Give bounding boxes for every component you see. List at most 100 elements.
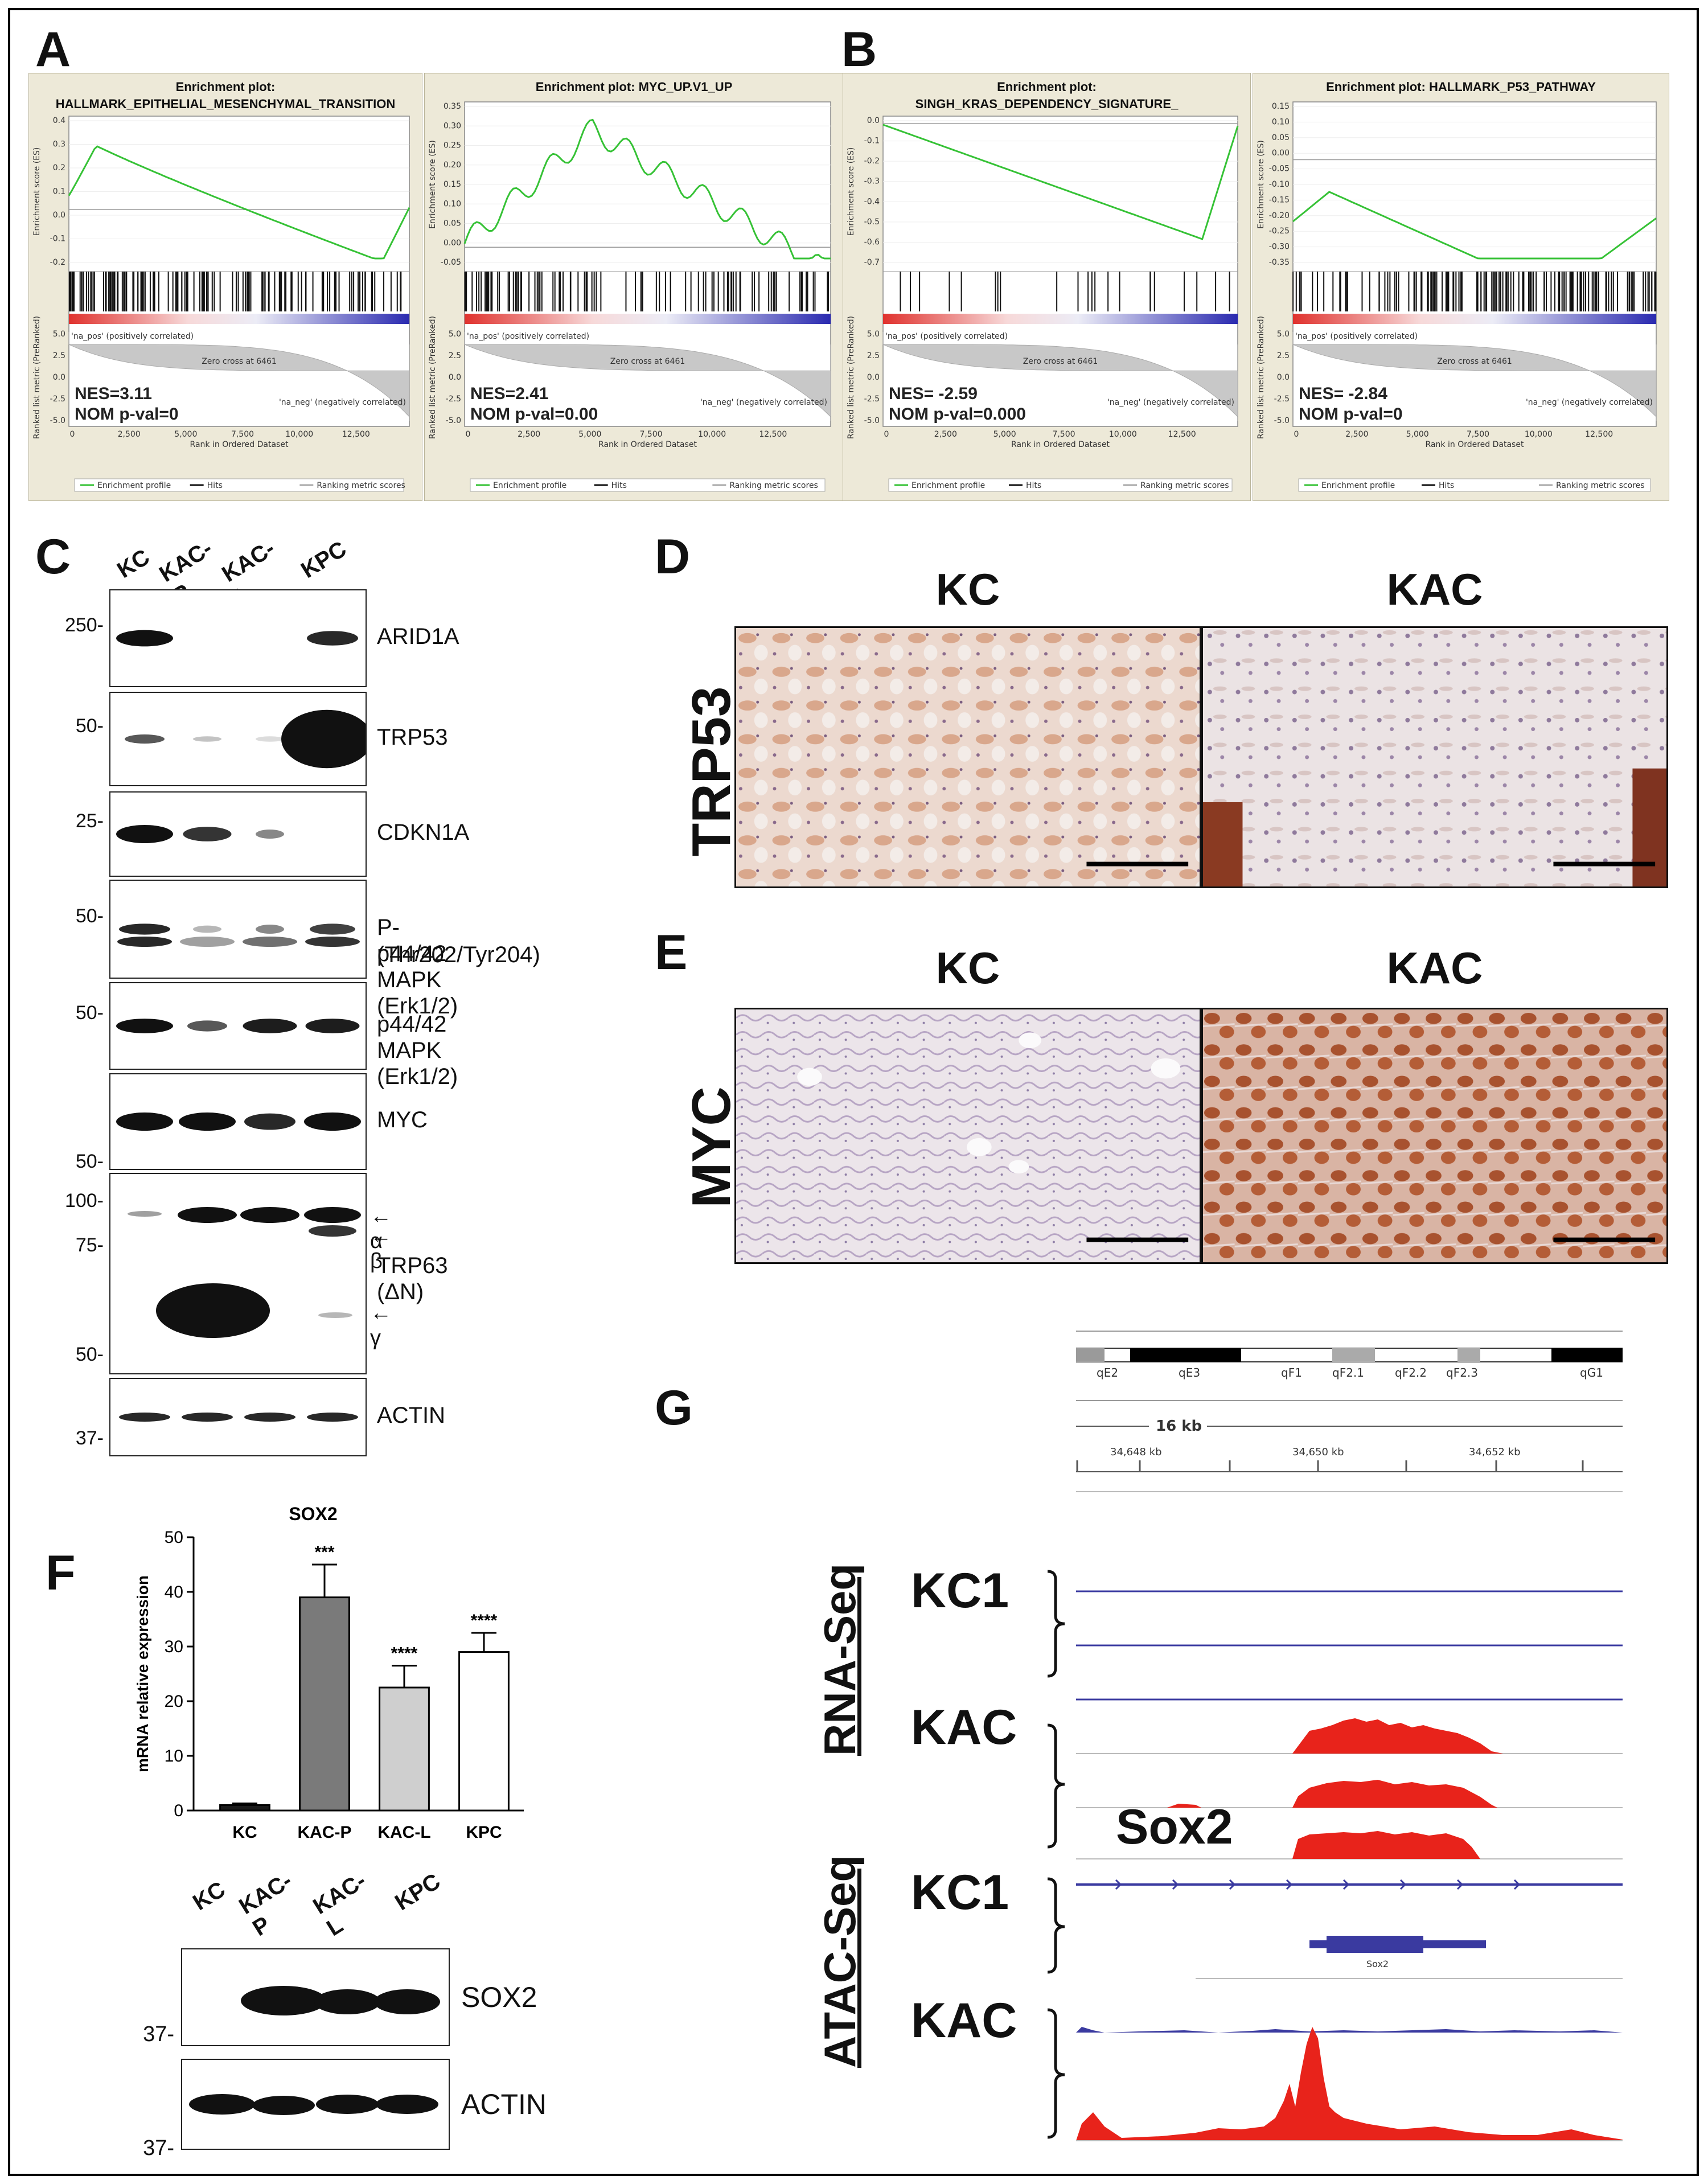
x-tick-label: 5,000 bbox=[174, 430, 197, 439]
y-tick-label: -0.10 bbox=[1269, 180, 1290, 189]
nes-value: NES=2.41 bbox=[470, 384, 549, 403]
panel-label-a: A bbox=[35, 22, 71, 77]
blot-sox2 bbox=[181, 1948, 450, 2046]
nes-value: NES= -2.84 bbox=[1299, 384, 1387, 403]
band bbox=[244, 1413, 295, 1422]
metric-axis-label: Ranked list metric (PreRanked) bbox=[1257, 316, 1266, 439]
legend-label: Enrichment profile bbox=[97, 481, 171, 490]
gsea-plot: Enrichment plot: MYC_UP.V1_UP 0.35 0.30 0.2… bbox=[424, 73, 844, 501]
band-label: qG1 bbox=[1580, 1366, 1603, 1380]
neg-corr-label: 'na_neg' (negatively correlated) bbox=[700, 398, 827, 407]
y-tick-label: 0.4 bbox=[53, 116, 65, 125]
x-tick-label: 10,000 bbox=[1525, 430, 1553, 439]
band bbox=[187, 1020, 227, 1032]
significance-label: **** bbox=[391, 1644, 418, 1663]
metric-axis-label: Ranked list metric (PreRanked) bbox=[428, 316, 437, 439]
band bbox=[183, 827, 232, 841]
blot-cdkn1a bbox=[109, 791, 367, 877]
plot-area bbox=[464, 101, 831, 427]
gsea-plot: Enrichment plot: SINGH_KRAS_DEPENDENCY_SI… bbox=[843, 73, 1251, 501]
y-tick-label: 0.0 bbox=[867, 116, 880, 125]
blot-label: TRP53 bbox=[377, 725, 448, 750]
ranking-metric-area bbox=[68, 332, 410, 421]
y-tick-label: 40 bbox=[165, 1583, 183, 1602]
y-tick-label: -0.20 bbox=[1269, 211, 1290, 220]
blot-label-line2: (Thr202/Tyr204) bbox=[377, 942, 540, 967]
neg-corr-label: 'na_neg' (negatively correlated) bbox=[1107, 398, 1234, 407]
neg-corr-label: 'na_neg' (negatively correlated) bbox=[279, 398, 406, 407]
metric-tick-label: 0.0 bbox=[1277, 373, 1290, 382]
x-tick-label: 2,500 bbox=[1345, 430, 1368, 439]
y-tick-label: 0.25 bbox=[444, 141, 461, 150]
zero-cross-label: Zero cross at 6461 bbox=[202, 357, 277, 366]
nes-value: NES=3.11 bbox=[75, 384, 152, 403]
y-tick-label: -0.1 bbox=[864, 137, 880, 146]
chart-title: SOX2 bbox=[289, 1504, 337, 1524]
mw-marker: 37- bbox=[143, 2136, 174, 2160]
metric-tick-label: 2.5 bbox=[449, 351, 461, 360]
track-group-kac: KAC bbox=[911, 1700, 1017, 1755]
mw-marker: 75- bbox=[75, 1234, 104, 1256]
x-tick-label: 2,500 bbox=[118, 430, 141, 439]
metric-tick-label: 0.0 bbox=[53, 373, 65, 382]
es-axis-label: Enrichment score (ES) bbox=[428, 140, 437, 229]
track-group-kc1: KC1 bbox=[911, 1865, 1009, 1920]
band bbox=[256, 925, 284, 934]
x-axis-label: Rank in Ordered Dataset bbox=[1426, 440, 1524, 449]
band bbox=[304, 1112, 361, 1131]
panel-label-g: G bbox=[655, 1381, 693, 1435]
band bbox=[179, 1112, 236, 1131]
bar bbox=[379, 1686, 430, 1812]
ihc-image-trp53-kc bbox=[734, 626, 1201, 888]
y-tick-label: 0.10 bbox=[1272, 117, 1290, 126]
pos-corr-label: 'na_pos' (positively correlated) bbox=[467, 332, 589, 341]
y-tick-label: 0.3 bbox=[53, 140, 65, 149]
band bbox=[119, 1413, 170, 1422]
band bbox=[307, 631, 358, 646]
y-tick-label: 0.0 bbox=[53, 211, 65, 220]
band bbox=[128, 1211, 162, 1217]
gene-label: Sox2 bbox=[1116, 1800, 1233, 1854]
significance-label: **** bbox=[471, 1611, 498, 1630]
band bbox=[309, 1225, 356, 1237]
panel-label-e: E bbox=[655, 925, 688, 980]
panel-label-b: B bbox=[841, 22, 877, 77]
metric-tick-label: 5.0 bbox=[449, 330, 461, 339]
legend-box bbox=[888, 478, 1233, 492]
y-tick-label: 0.20 bbox=[444, 161, 461, 170]
rank-gradient-bar bbox=[1293, 314, 1656, 324]
band-label: qF2.1 bbox=[1332, 1366, 1364, 1380]
x-tick-label: 10,000 bbox=[698, 430, 726, 439]
band bbox=[310, 923, 355, 935]
x-tick-label: KC bbox=[232, 1823, 257, 1842]
y-tick-label: -0.05 bbox=[441, 258, 461, 267]
band bbox=[244, 1113, 295, 1130]
metric-tick-label: 2.5 bbox=[867, 351, 880, 360]
enrichment-profile bbox=[463, 118, 831, 260]
y-tick-label: 0.15 bbox=[444, 180, 461, 189]
band bbox=[305, 1019, 360, 1033]
pval-value: NOM p-val=0 bbox=[1299, 405, 1403, 424]
mw-marker: 50- bbox=[75, 1151, 104, 1172]
y-tick-label: 0.1 bbox=[53, 187, 65, 196]
metric-tick-label: -2.5 bbox=[446, 395, 461, 404]
mw-marker: 50- bbox=[75, 1344, 104, 1365]
coord-label: 34,650 kb bbox=[1292, 1446, 1344, 1458]
legend-box bbox=[74, 478, 404, 492]
pval-value: NOM p-val=0 bbox=[75, 405, 179, 424]
y-tick-label: 0.05 bbox=[444, 219, 461, 228]
y-tick-label: 20 bbox=[165, 1692, 183, 1711]
x-tick-label: 7,500 bbox=[231, 430, 254, 439]
band bbox=[116, 630, 173, 647]
band-label: qE2 bbox=[1097, 1366, 1118, 1380]
y-tick-label: 0 bbox=[174, 1801, 183, 1820]
y-tick-label: -0.3 bbox=[864, 177, 880, 186]
blot-label: ARID1A bbox=[377, 624, 459, 649]
enrichment-profile bbox=[882, 124, 1239, 240]
blot-p44-42-mapk-erk1-2 bbox=[109, 982, 367, 1070]
band bbox=[304, 1207, 361, 1223]
scale-label: 16 kb bbox=[1156, 1418, 1202, 1435]
blot-label: ACTIN bbox=[461, 2088, 547, 2120]
plot-area bbox=[1292, 101, 1657, 427]
y-tick-label: 30 bbox=[165, 1637, 183, 1656]
